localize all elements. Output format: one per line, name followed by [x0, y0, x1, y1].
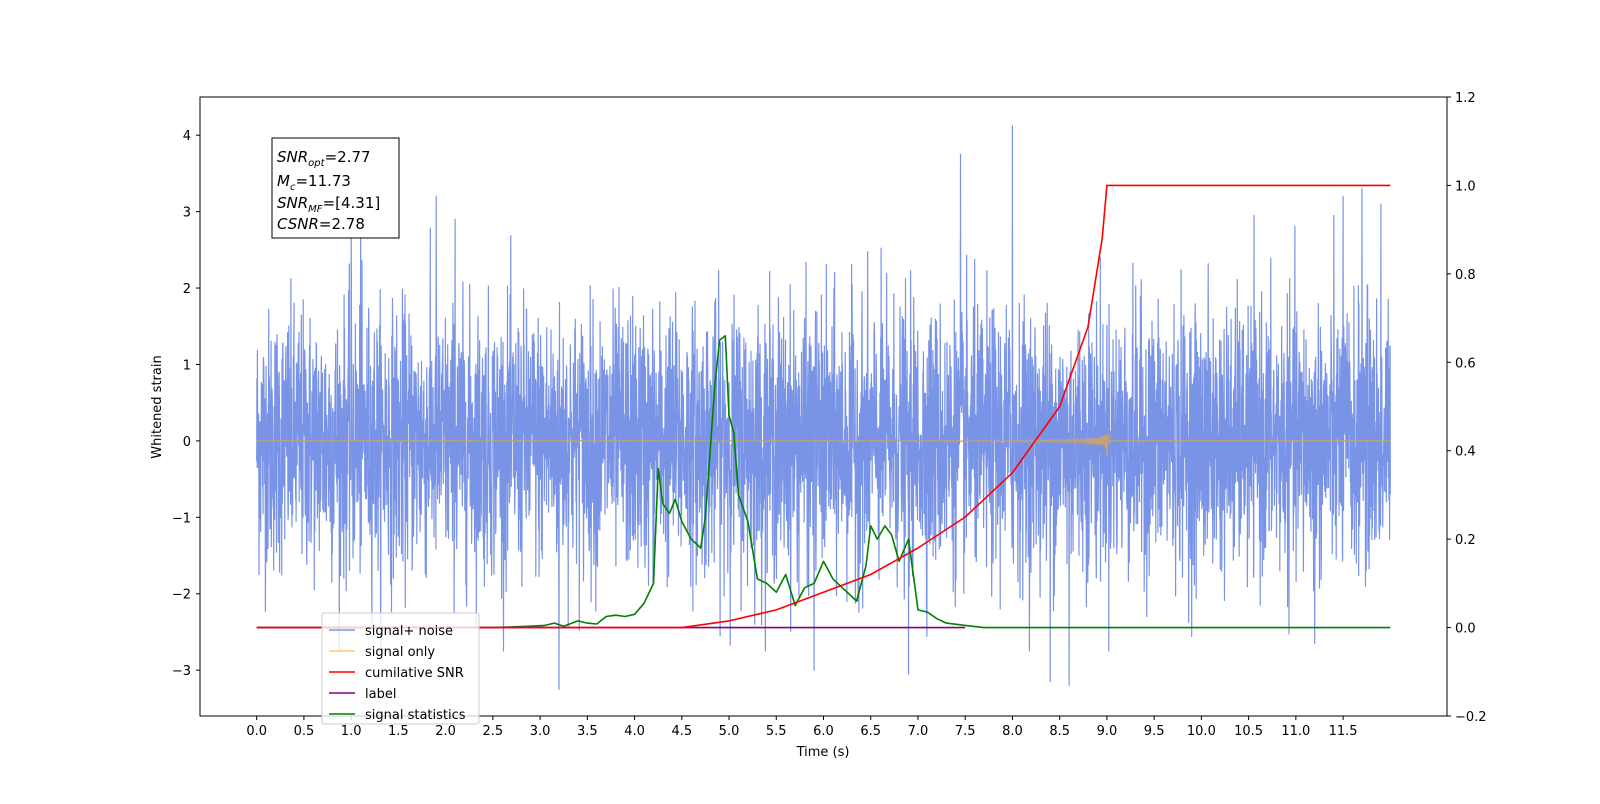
- x-tick-label: 11.0: [1281, 724, 1310, 739]
- series-signal-statistics-line: [256, 334, 1391, 629]
- x-tick-label: 1.0: [341, 724, 362, 739]
- y-axis-label: Whitened strain: [150, 355, 165, 458]
- x-tick-label: 1.5: [388, 724, 409, 739]
- y2-tick-label: 1.2: [1455, 91, 1476, 106]
- x-axis-ticks: 0.0 0.5 1.0 1.5 2.0 2.5 3.0 3.5 4.0 4.5 5.0 5.5 6.0 6…: [246, 716, 1358, 739]
- noise-series-layer: [256, 125, 1391, 690]
- y2-tick-label: −0.2: [1455, 710, 1487, 725]
- x-tick-label: 6.5: [860, 724, 881, 739]
- x-tick-label: 3.5: [577, 724, 598, 739]
- legend-label: signal only: [365, 645, 435, 660]
- x-tick-label: 5.5: [766, 724, 787, 739]
- x-tick-label: 3.0: [530, 724, 551, 739]
- x-tick-label: 6.0: [813, 724, 834, 739]
- x-tick-label: 9.0: [1097, 724, 1118, 739]
- y-tick-label: 2: [183, 282, 191, 297]
- annotation-line1-value: =2.77: [325, 148, 371, 166]
- x-tick-label: 0.0: [246, 724, 267, 739]
- annotation-snr-opt: SNRopt=2.77: [277, 148, 371, 169]
- annotation-snr-mf: SNRMF=[4.31]: [277, 194, 380, 215]
- x-tick-label: 9.5: [1144, 724, 1165, 739]
- legend-label: signal+ noise: [365, 624, 453, 639]
- x-tick-label: 2.5: [483, 724, 504, 739]
- legend: signal+ noise signal only cumilative SNR la…: [321, 612, 480, 725]
- annotation-line2-value: =11.73: [295, 172, 351, 190]
- y-tick-label: −1: [172, 511, 191, 526]
- series-cumulative-snr-line: [256, 184, 1391, 629]
- y-tick-label: 0: [183, 435, 191, 450]
- y2-tick-label: 0.2: [1455, 533, 1476, 548]
- x-tick-label: 4.0: [624, 724, 645, 739]
- series-signal-only-line: [256, 432, 1391, 457]
- x-tick-label: 8.0: [1002, 724, 1023, 739]
- legend-label: signal statistics: [365, 708, 466, 723]
- y-tick-label: 4: [183, 129, 191, 144]
- x-tick-label: 0.5: [294, 724, 315, 739]
- y-tick-label: −3: [172, 664, 191, 679]
- y-tick-label: −2: [172, 588, 191, 603]
- y2-tick-label: 0.0: [1455, 622, 1476, 637]
- y2-axis-ticks: 1.2 1.0 0.8 0.6 0.4 0.2 0.0 −0.2: [1447, 91, 1487, 725]
- x-tick-label: 10.5: [1234, 724, 1263, 739]
- x-tick-label: 2.0: [435, 724, 456, 739]
- x-tick-label: 11.5: [1329, 724, 1358, 739]
- annotation-csnr: CSNR=2.78: [277, 215, 365, 233]
- x-tick-label: 4.5: [671, 724, 692, 739]
- annotation-chirp-mass: Mc=11.73: [277, 172, 351, 193]
- legend-items: signal+ noise signal only cumilative SNR la…: [329, 624, 466, 723]
- annotation-line4-value: =2.78: [319, 215, 365, 233]
- x-tick-label: 10.0: [1187, 724, 1216, 739]
- x-tick-label: 7.5: [955, 724, 976, 739]
- x-tick-label: 7.0: [908, 724, 929, 739]
- annotation-box: SNRopt=2.77 Mc=11.73 SNRMF=[4.31] CSNR=2…: [271, 137, 400, 239]
- y2-tick-label: 0.4: [1455, 445, 1476, 460]
- y-axis-ticks: 4 3 2 1 0 −1 −2 −3: [172, 129, 200, 679]
- y2-tick-label: 0.8: [1455, 268, 1476, 283]
- y2-tick-label: 0.6: [1455, 356, 1476, 371]
- x-tick-label: 8.5: [1049, 724, 1070, 739]
- annotation-frame: [271, 137, 400, 239]
- legend-frame: [321, 612, 480, 725]
- y-tick-label: 3: [183, 206, 191, 221]
- y-tick-label: 1: [183, 358, 191, 373]
- legend-label: label: [365, 687, 396, 702]
- x-tick-label: 5.0: [719, 724, 740, 739]
- annotation-line3-value: =[4.31]: [323, 194, 381, 212]
- x-axis-label: Time (s): [796, 745, 850, 760]
- series-signal-noise-line: [256, 125, 1391, 690]
- y2-tick-label: 1.0: [1455, 179, 1476, 194]
- legend-label: cumilative SNR: [365, 666, 464, 681]
